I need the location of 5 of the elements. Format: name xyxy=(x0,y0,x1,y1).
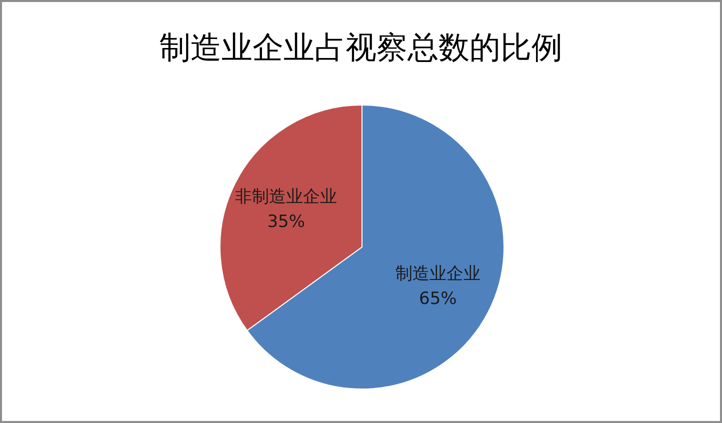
data-label: 65% xyxy=(419,289,457,310)
slice-label: 非制造业企业 xyxy=(235,186,338,207)
chart-title: 制造业企业占视察总数的比例 xyxy=(160,30,562,66)
slice-label: 制造业企业 xyxy=(395,264,480,284)
data-label: 35% xyxy=(267,212,305,232)
